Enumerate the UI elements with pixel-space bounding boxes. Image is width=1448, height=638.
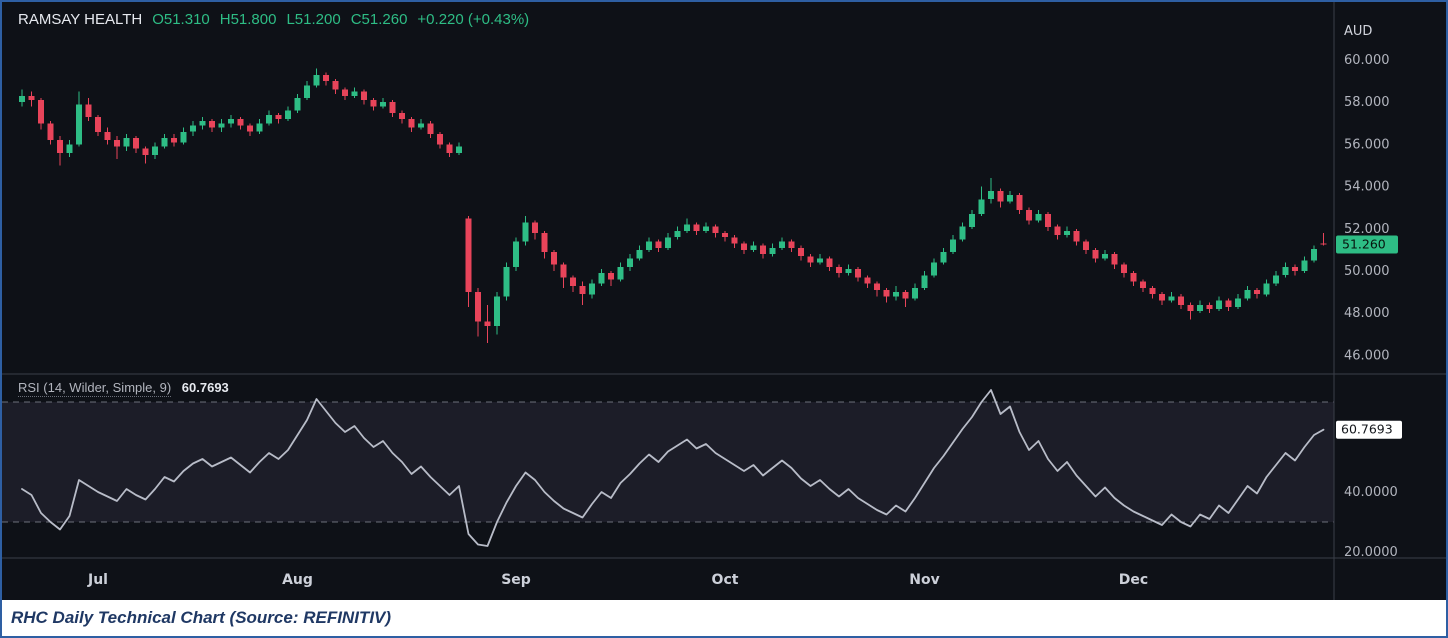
svg-text:Jul: Jul (87, 572, 108, 588)
svg-text:54.000: 54.000 (1344, 180, 1390, 195)
price-rsi-chart[interactable]: AUD 60.000 58.000 56.000 54.000 52.000 50.000 4… (2, 2, 1446, 600)
svg-text:Aug: Aug (282, 572, 313, 588)
svg-text:Oct: Oct (712, 572, 739, 588)
svg-text:Sep: Sep (501, 572, 531, 588)
svg-text:58.000: 58.000 (1344, 95, 1390, 110)
svg-text:Nov: Nov (909, 572, 939, 588)
svg-text:56.000: 56.000 (1344, 137, 1390, 152)
open-value: O51.310 (152, 11, 210, 28)
chart-area: AUD 60.000 58.000 56.000 54.000 52.000 50.000 4… (2, 2, 1446, 600)
rsi-legend: RSI (14, Wilder, Simple, 9) 60.7693 (18, 380, 229, 397)
svg-text:60.7693: 60.7693 (1341, 422, 1393, 437)
svg-text:52.000: 52.000 (1344, 222, 1390, 237)
high-value: H51.800 (219, 11, 277, 28)
svg-text:50.000: 50.000 (1344, 264, 1390, 279)
low-value: L51.200 (286, 11, 341, 28)
svg-text:51.260: 51.260 (1342, 236, 1386, 251)
symbol-name: RAMSAY HEALTH (18, 11, 143, 28)
rsi-indicator-label[interactable]: RSI (14, Wilder, Simple, 9) (18, 380, 172, 397)
svg-text:Dec: Dec (1119, 572, 1148, 588)
svg-text:48.000: 48.000 (1344, 306, 1390, 321)
rsi-current-value: 60.7693 (181, 380, 229, 395)
svg-text:AUD: AUD (1344, 24, 1372, 39)
change-value: +0.220 (+0.43%) (417, 11, 530, 28)
close-value: C51.260 (350, 11, 408, 28)
svg-text:40.0000: 40.0000 (1344, 485, 1398, 500)
symbol-legend: RAMSAY HEALTH O51.310 H51.800 L51.200 C5… (18, 11, 529, 28)
svg-text:46.000: 46.000 (1344, 348, 1390, 363)
chart-caption: RHC Daily Technical Chart (Source: REFIN… (2, 600, 1446, 636)
svg-text:20.0000: 20.0000 (1344, 545, 1398, 560)
svg-text:60.000: 60.000 (1344, 53, 1390, 68)
